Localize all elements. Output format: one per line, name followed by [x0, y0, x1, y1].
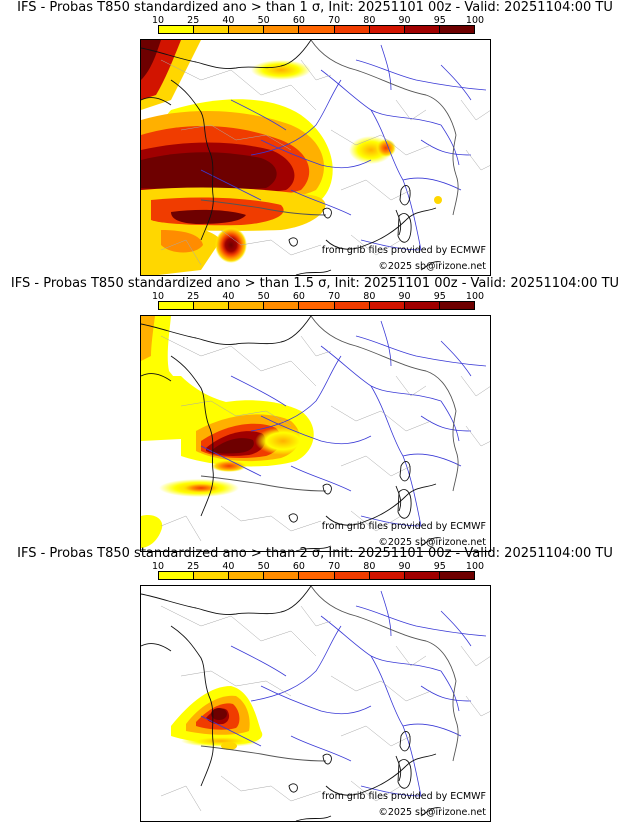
colorbar-segment	[439, 302, 474, 309]
colorbar	[158, 301, 475, 310]
map-canvas	[141, 316, 490, 551]
credit-source: from grib files provided by ECMWF	[321, 245, 486, 256]
colorbar-tick-label: 95	[433, 15, 446, 26]
probability-map: from grib files provided by ECMWF ©2025 …	[140, 585, 491, 822]
colorbar-tick-label: 70	[328, 15, 341, 26]
credit-copyright: ©2025 sb@irizone.net	[378, 261, 486, 272]
colorbar-tick-label: 40	[222, 291, 235, 302]
colorbar-tick-label: 80	[363, 291, 376, 302]
colorbar	[158, 25, 475, 34]
probability-map: from grib files provided by ECMWF ©2025 …	[140, 315, 491, 552]
colorbar-ticks: 10 25 40 50 60 70 80 90 95 100	[0, 561, 630, 572]
colorbar-segment	[299, 26, 335, 33]
probability-field	[171, 686, 263, 750]
colorbar-segment	[159, 302, 195, 309]
colorbar-tick-label: 70	[328, 561, 341, 572]
colorbar-segment	[369, 302, 405, 309]
probability-field	[141, 316, 314, 548]
colorbar-tick-label: 25	[187, 561, 200, 572]
colorbar-tick-label: 50	[257, 15, 270, 26]
colorbar-segment	[194, 572, 230, 579]
map-panel-2: IFS - Probas T850 standardized ano > tha…	[0, 276, 630, 552]
colorbar-tick-label: 95	[433, 561, 446, 572]
colorbar-tick-label: 90	[398, 561, 411, 572]
map-canvas	[141, 40, 490, 275]
map-panel-3: IFS - Probas T850 standardized ano > tha…	[0, 546, 630, 822]
colorbar-tick-label: 10	[151, 291, 165, 302]
colorbar-segment	[439, 572, 474, 579]
colorbar-segment	[334, 572, 370, 579]
colorbar-segment	[194, 302, 230, 309]
colorbar-tick-label: 90	[398, 15, 411, 26]
colorbar-segment	[334, 26, 370, 33]
colorbar-segment	[404, 302, 440, 309]
colorbar-tick-label: 100	[465, 561, 485, 572]
panel-title: IFS - Probas T850 standardized ano > tha…	[17, 0, 613, 15]
colorbar-segment	[299, 302, 335, 309]
panel-title: IFS - Probas T850 standardized ano > tha…	[10, 276, 620, 291]
credit-copyright: ©2025 sb@irizone.net	[378, 807, 486, 818]
colorbar-tick-label: 100	[465, 291, 485, 302]
colorbar-tick-label: 25	[187, 291, 200, 302]
colorbar	[158, 571, 475, 580]
colorbar-tick-label: 60	[292, 15, 305, 26]
colorbar-segment	[264, 572, 300, 579]
credit-source: from grib files provided by ECMWF	[321, 791, 486, 802]
colorbar-tick-label: 50	[257, 291, 270, 302]
colorbar-tick-label: 10	[151, 15, 165, 26]
colorbar-segment	[299, 572, 335, 579]
colorbar-segment	[229, 302, 265, 309]
probability-field	[141, 40, 442, 275]
colorbar-tick-label: 40	[222, 15, 235, 26]
colorbar-segment	[229, 572, 265, 579]
colorbar-tick-label: 50	[257, 561, 270, 572]
probability-map: from grib files provided by ECMWF ©2025 …	[140, 39, 491, 276]
colorbar-ticks: 10 25 40 50 60 70 80 90 95 100	[0, 15, 630, 26]
colorbar-tick-label: 90	[398, 291, 411, 302]
colorbar-tick-label: 80	[363, 561, 376, 572]
colorbar-segment	[229, 26, 265, 33]
colorbar-segment	[334, 302, 370, 309]
map-panel-1: IFS - Probas T850 standardized ano > tha…	[0, 0, 630, 276]
colorbar-segment	[439, 26, 474, 33]
colorbar-segment	[369, 26, 405, 33]
colorbar-tick-label: 40	[222, 561, 235, 572]
colorbar-segment	[264, 26, 300, 33]
colorbar-tick-label: 25	[187, 15, 200, 26]
colorbar-tick-label: 95	[433, 291, 446, 302]
colorbar-tick-label: 10	[151, 561, 165, 572]
colorbar-segment	[404, 572, 440, 579]
colorbar-tick-label: 60	[292, 291, 305, 302]
colorbar-segment	[194, 26, 230, 33]
colorbar-segment	[369, 572, 405, 579]
colorbar-tick-label: 100	[465, 15, 485, 26]
colorbar-segment	[404, 26, 440, 33]
colorbar-segment	[264, 302, 300, 309]
credit-copyright: ©2025 sb@irizone.net	[378, 537, 486, 548]
colorbar-tick-label: 60	[292, 561, 305, 572]
credit-source: from grib files provided by ECMWF	[321, 521, 486, 532]
map-canvas	[141, 586, 490, 821]
colorbar-segment	[159, 572, 195, 579]
panel-title: IFS - Probas T850 standardized ano > tha…	[17, 546, 613, 561]
colorbar-tick-label: 70	[328, 291, 341, 302]
colorbar-ticks: 10 25 40 50 60 70 80 90 95 100	[0, 291, 630, 302]
colorbar-tick-label: 80	[363, 15, 376, 26]
colorbar-segment	[159, 26, 195, 33]
